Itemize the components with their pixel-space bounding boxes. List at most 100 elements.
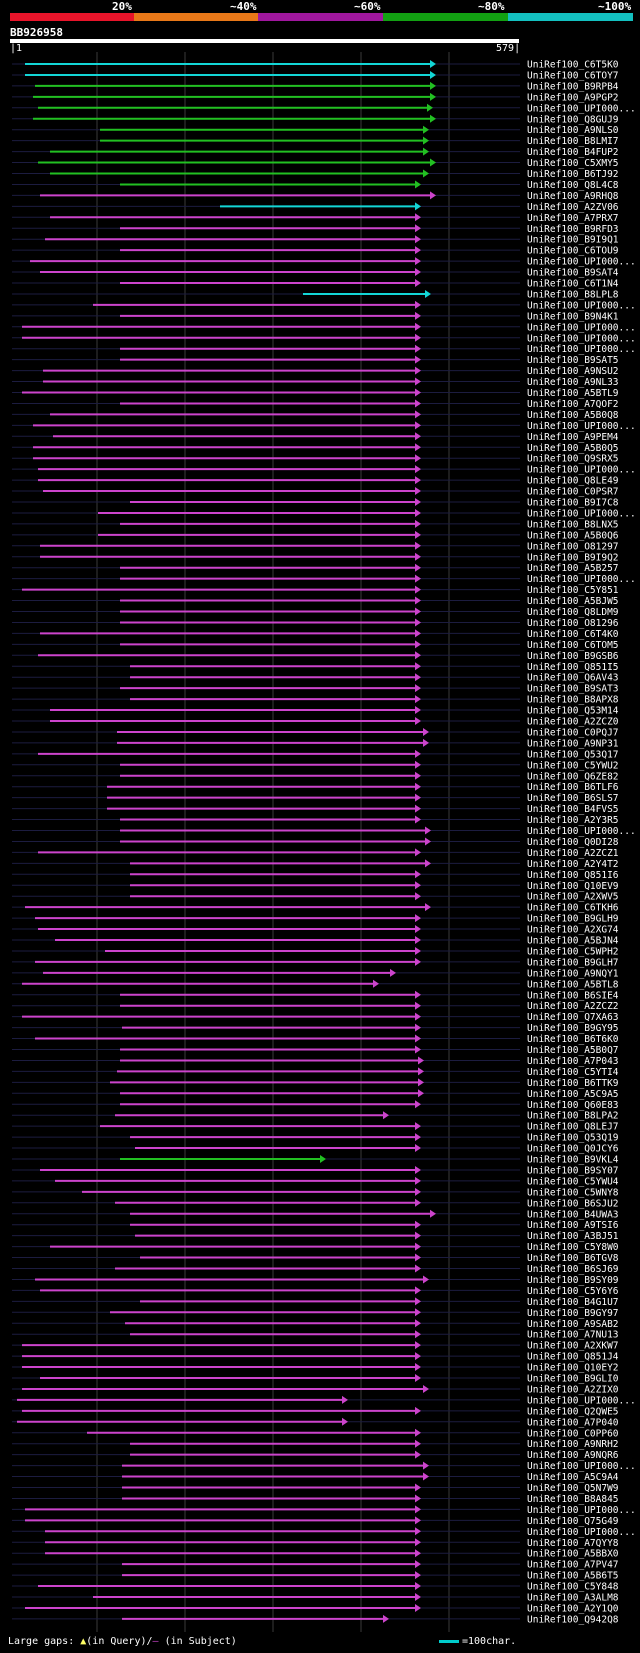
- hit-row[interactable]: UniRef100_B9I9Q2: [12, 552, 619, 563]
- hit-label[interactable]: UniRef100_A9NQY1: [527, 968, 619, 979]
- hit-row[interactable]: UniRef100_B8LPL8: [12, 289, 619, 300]
- hit-label[interactable]: UniRef100_B6TJ92: [527, 169, 619, 180]
- hit-label[interactable]: UniRef100_UPI000...: [527, 257, 636, 268]
- hit-label[interactable]: UniRef100_A9NLS0: [527, 125, 619, 136]
- hit-row[interactable]: UniRef100_Q8L4C8: [12, 180, 619, 191]
- hit-label[interactable]: UniRef100_Q0DI28: [527, 837, 619, 848]
- hit-label[interactable]: UniRef100_UPI000...: [527, 1527, 636, 1538]
- hit-row[interactable]: UniRef100_Q5N7W9: [12, 1483, 619, 1494]
- hit-label[interactable]: UniRef100_A7NU13: [527, 1330, 619, 1341]
- hit-label[interactable]: UniRef100_B8LPA2: [527, 1111, 619, 1122]
- hit-label[interactable]: UniRef100_C5YWU4: [527, 1176, 619, 1187]
- hit-label[interactable]: UniRef100_Q0JCY6: [527, 1144, 619, 1155]
- hit-row[interactable]: UniRef100_B9I7C8: [12, 498, 619, 509]
- hit-label[interactable]: UniRef100_UPI000...: [527, 322, 636, 333]
- hit-row[interactable]: UniRef100_Q6AV43: [12, 673, 619, 684]
- hit-row[interactable]: UniRef100_Q851J4: [12, 1352, 619, 1363]
- hit-label[interactable]: UniRef100_B6TGV8: [527, 1253, 619, 1264]
- hit-label[interactable]: UniRef100_A5B257: [527, 563, 619, 574]
- hit-row[interactable]: UniRef100_B8A845: [12, 1494, 619, 1505]
- hit-row[interactable]: UniRef100_Q10EY2: [12, 1363, 619, 1374]
- hit-label[interactable]: UniRef100_UPI000...: [527, 1505, 636, 1516]
- hit-label[interactable]: UniRef100_B6SIE4: [527, 990, 619, 1001]
- hit-row[interactable]: UniRef100_C6T4K0: [12, 629, 619, 640]
- hit-label[interactable]: UniRef100_Q851J4: [527, 1352, 619, 1363]
- hit-row[interactable]: UniRef100_UPI000...: [12, 1527, 636, 1538]
- hit-label[interactable]: UniRef100_B6SJ69: [527, 1264, 619, 1275]
- hit-row[interactable]: UniRef100_C5Y6Y6: [12, 1286, 619, 1297]
- hit-row[interactable]: UniRef100_A3BJ51: [12, 1231, 619, 1242]
- hit-label[interactable]: UniRef100_A7QOF2: [527, 399, 619, 410]
- hit-label[interactable]: UniRef100_A7PRX7: [527, 213, 619, 224]
- hit-row[interactable]: UniRef100_C6TKH6: [12, 903, 619, 914]
- hit-label[interactable]: UniRef100_Q75G49: [527, 1516, 619, 1527]
- hit-row[interactable]: UniRef100_UPI000...: [12, 344, 636, 355]
- hit-row[interactable]: UniRef100_B6SIE4: [12, 990, 619, 1001]
- hit-row[interactable]: UniRef100_Q8LE49: [12, 476, 619, 487]
- hit-label[interactable]: UniRef100_UPI000...: [527, 103, 636, 114]
- hit-row[interactable]: UniRef100_C5Y848: [12, 1582, 619, 1593]
- hit-row[interactable]: UniRef100_UPI000...: [12, 103, 636, 114]
- hit-label[interactable]: UniRef100_B4G1U7: [527, 1297, 619, 1308]
- hit-label[interactable]: UniRef100_B9I7C8: [527, 498, 619, 509]
- hit-label[interactable]: UniRef100_UPI000...: [527, 421, 636, 432]
- hit-row[interactable]: UniRef100_UPI000...: [12, 1461, 636, 1472]
- hit-row[interactable]: UniRef100_B9GLH9: [12, 914, 619, 925]
- hit-row[interactable]: UniRef100_B8LPA2: [12, 1111, 619, 1122]
- hit-row[interactable]: UniRef100_B6TTK9: [12, 1078, 619, 1089]
- hit-row[interactable]: UniRef100_Q53Q19: [12, 1133, 619, 1144]
- hit-row[interactable]: UniRef100_B9SAT3: [12, 684, 619, 695]
- hit-label[interactable]: UniRef100_A5C9A4: [527, 1472, 619, 1483]
- hit-row[interactable]: UniRef100_B9SAT5: [12, 355, 619, 366]
- hit-row[interactable]: UniRef100_O81297: [12, 541, 619, 552]
- hit-label[interactable]: UniRef100_A9SAB2: [527, 1319, 619, 1330]
- hit-label[interactable]: UniRef100_A3BJ51: [527, 1231, 619, 1242]
- hit-row[interactable]: UniRef100_A5C9A5: [12, 1089, 619, 1100]
- hit-label[interactable]: UniRef100_Q2QWE5: [527, 1406, 619, 1417]
- hit-label[interactable]: UniRef100_A7PV47: [527, 1560, 619, 1571]
- hit-row[interactable]: UniRef100_UPI000...: [12, 333, 636, 344]
- hit-row[interactable]: UniRef100_Q851I5: [12, 662, 619, 673]
- hit-label[interactable]: UniRef100_A9PEM4: [527, 432, 619, 443]
- hit-label[interactable]: UniRef100_Q10EV9: [527, 881, 619, 892]
- hit-row[interactable]: UniRef100_B6TGV8: [12, 1253, 619, 1264]
- hit-row[interactable]: UniRef100_A2Y3R5: [12, 815, 619, 826]
- hit-row[interactable]: UniRef100_C0PSR7: [12, 487, 619, 498]
- hit-row[interactable]: UniRef100_A9NL33: [12, 377, 619, 388]
- hit-row[interactable]: UniRef100_A5B0Q5: [12, 443, 619, 454]
- hit-label[interactable]: UniRef100_B9SY09: [527, 1275, 619, 1286]
- hit-row[interactable]: UniRef100_C6TOY7: [12, 70, 619, 81]
- hit-label[interactable]: UniRef100_Q5N7W9: [527, 1483, 619, 1494]
- hit-row[interactable]: UniRef100_C5WNY8: [12, 1187, 619, 1198]
- hit-row[interactable]: UniRef100_Q0JCY6: [12, 1144, 619, 1155]
- hit-label[interactable]: UniRef100_Q942Q8: [527, 1614, 619, 1625]
- hit-row[interactable]: UniRef100_A2ZV06: [12, 202, 619, 213]
- hit-row[interactable]: UniRef100_A7P040: [12, 1417, 619, 1428]
- hit-row[interactable]: UniRef100_C5Y851: [12, 585, 619, 596]
- hit-row[interactable]: UniRef100_Q9SRX5: [12, 454, 619, 465]
- hit-label[interactable]: UniRef100_C5WPH2: [527, 946, 619, 957]
- hit-label[interactable]: UniRef100_B6TLF6: [527, 782, 619, 793]
- hit-label[interactable]: UniRef100_A9NSU2: [527, 366, 619, 377]
- hit-row[interactable]: UniRef100_B9GY95: [12, 1023, 619, 1034]
- hit-row[interactable]: UniRef100_A5B0Q8: [12, 410, 619, 421]
- hit-row[interactable]: UniRef100_C5XMY5: [12, 158, 619, 169]
- hit-label[interactable]: UniRef100_A9NL33: [527, 377, 619, 388]
- hit-label[interactable]: UniRef100_A2ZV06: [527, 202, 619, 213]
- hit-label[interactable]: UniRef100_C6TOU9: [527, 246, 619, 257]
- hit-label[interactable]: UniRef100_B9GY95: [527, 1023, 619, 1034]
- hit-label[interactable]: UniRef100_A7P043: [527, 1056, 619, 1067]
- hit-row[interactable]: UniRef100_A9NP31: [12, 738, 619, 749]
- hit-label[interactable]: UniRef100_C5WNY8: [527, 1187, 619, 1198]
- hit-label[interactable]: UniRef100_UPI000...: [527, 574, 636, 585]
- hit-label[interactable]: UniRef100_A5BTL8: [527, 979, 619, 990]
- hit-row[interactable]: UniRef100_A3ALM8: [12, 1593, 619, 1604]
- hit-row[interactable]: UniRef100_B6TLF6: [12, 782, 619, 793]
- hit-label[interactable]: UniRef100_C5Y848: [527, 1582, 619, 1593]
- hit-label[interactable]: UniRef100_A5C9A5: [527, 1089, 619, 1100]
- hit-row[interactable]: UniRef100_UPI000...: [12, 421, 636, 432]
- hit-row[interactable]: UniRef100_A2Y1Q0: [12, 1603, 619, 1614]
- hit-row[interactable]: UniRef100_A2ZCZ1: [12, 848, 619, 859]
- hit-row[interactable]: UniRef100_B9RPB4: [12, 81, 619, 92]
- hit-label[interactable]: UniRef100_B8LPL8: [527, 289, 619, 300]
